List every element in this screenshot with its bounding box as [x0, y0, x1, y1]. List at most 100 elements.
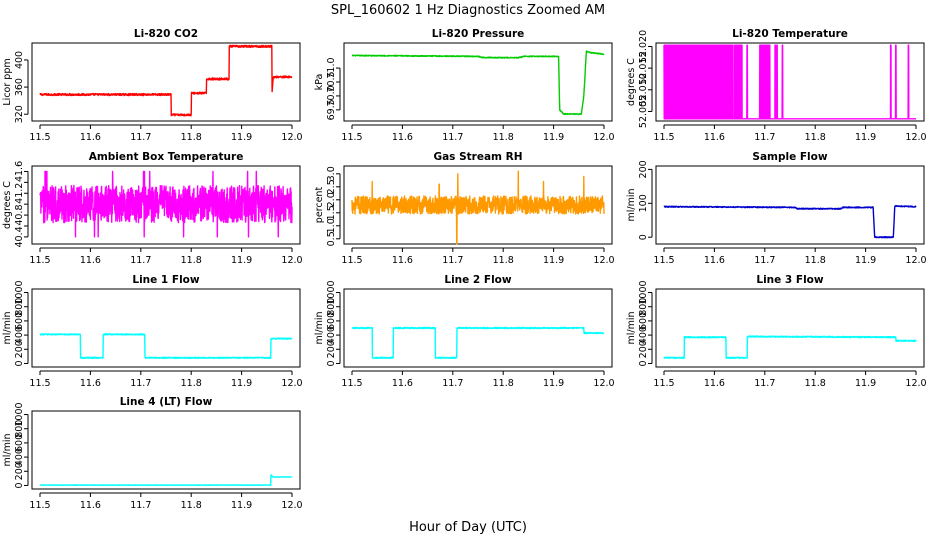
y-tick-label: 52.005: [638, 95, 649, 128]
x-tick-label: 11.9: [543, 132, 564, 143]
panel-gas-rh: Gas Stream RH 11.5 11.6 11.7 11.8 11.9 12.0 0.5…: [314, 151, 615, 266]
y-tick-label: 40.4: [14, 226, 25, 247]
x-tick-label: 12.0: [281, 255, 302, 266]
figure-title: SPL_160602 1 Hz Diagnostics Zoomed AM: [331, 3, 605, 18]
y-tick-label: 360: [14, 78, 25, 96]
panel-title: Li-820 Pressure: [432, 28, 525, 40]
x-tick-label: 11.9: [231, 500, 252, 511]
y-tick-label: 800: [638, 298, 649, 316]
x-tick-label: 11.5: [341, 255, 362, 266]
x-tick-label: 11.6: [80, 132, 101, 143]
y-tick-label: 52.010: [638, 73, 649, 106]
x-tick-label: 11.9: [231, 255, 252, 266]
x-tick-label: 11.7: [130, 500, 151, 511]
y-tick-label: 800: [326, 298, 337, 316]
x-tick-label: 11.8: [181, 132, 202, 143]
y-tick-label: 200: [638, 160, 649, 178]
x-tick-label: 11.7: [442, 378, 463, 389]
series-line: [351, 50, 605, 116]
y-axis-label: ml/min: [626, 188, 637, 221]
x-tick-label: 11.9: [231, 378, 252, 389]
x-tick-label: 11.7: [442, 255, 463, 266]
x-tick-label: 12.0: [593, 378, 614, 389]
x-tick-label: 12.0: [905, 378, 926, 389]
y-tick-label: 69.5: [326, 99, 337, 120]
y-tick-label: 600: [14, 312, 25, 330]
y-tick-label: 70.5: [326, 71, 337, 92]
x-tick-label: 11.7: [130, 132, 151, 143]
x-tick-label: 12.0: [281, 500, 302, 511]
y-tick-label: 600: [14, 434, 25, 452]
y-tick-label: 1.5: [326, 205, 337, 220]
y-axis-label: degrees C: [626, 58, 637, 106]
x-tick-label: 11.9: [855, 132, 876, 143]
x-tick-label: 11.8: [805, 255, 826, 266]
x-tick-label: 11.6: [392, 378, 413, 389]
x-tick-label: 11.8: [181, 378, 202, 389]
plot-frame: [655, 42, 925, 122]
x-tick-label: 11.6: [80, 500, 101, 511]
panel-line1-flow: Line 1 Flow 11.5 11.6 11.7 11.8 11.9 12.0 0 2004…: [2, 274, 303, 389]
panel-co2: Li-820 CO2 11.5 11.6 11.7 11.8 11.9 12.0 320 360…: [2, 28, 303, 143]
plot-frame: [343, 42, 613, 122]
y-tick-label: 0: [326, 360, 337, 366]
x-tick-label: 11.7: [754, 378, 775, 389]
x-tick-label: 11.5: [29, 500, 50, 511]
x-tick-label: 11.6: [392, 132, 413, 143]
x-tick-label: 11.5: [341, 378, 362, 389]
x-tick-label: 11.7: [442, 132, 463, 143]
plot-frame: [655, 165, 925, 245]
x-tick-label: 11.8: [805, 378, 826, 389]
x-tick-label: 11.8: [493, 378, 514, 389]
y-axis-label: kPa: [314, 74, 325, 91]
x-tick-label: 11.8: [493, 132, 514, 143]
series-line: [663, 335, 917, 359]
y-tick-label: 0: [14, 360, 25, 366]
series-line: [39, 474, 293, 486]
plot-frame: [343, 288, 613, 368]
x-tick-label: 11.5: [653, 132, 674, 143]
y-tick-label: 320: [14, 105, 25, 123]
plot-frame: [343, 165, 613, 245]
panel-title: Line 4 (LT) Flow: [120, 396, 213, 408]
y-tick-label: 100: [638, 194, 649, 212]
x-tick-label: 12.0: [593, 255, 614, 266]
y-tick-label: 200: [14, 462, 25, 480]
x-tick-label: 12.0: [593, 132, 614, 143]
x-tick-label: 11.5: [29, 255, 50, 266]
x-axis-title: Hour of Day (UTC): [409, 520, 527, 535]
y-tick-label: 1000: [14, 402, 25, 426]
panel-li820-temperature: Li-820 Temperature 11.5 11.6 11.7 11.8 11.9 12…: [626, 28, 927, 143]
y-tick-label: 600: [326, 312, 337, 330]
y-axis-label: ml/min: [626, 311, 637, 344]
panel-sample-flow: Sample Flow 11.5 11.6 11.7 11.8 11.9 12.0 0 100 2…: [626, 151, 927, 266]
series-line: [39, 44, 293, 117]
panel-title: Li-820 Temperature: [732, 28, 848, 40]
y-tick-label: 41.6: [14, 161, 25, 182]
panel-ambient-temperature: Ambient Box Temperature 11.5 11.6 11.7 11.8 1…: [2, 151, 303, 266]
y-tick-label: 1000: [326, 280, 337, 304]
x-tick-label: 11.5: [29, 378, 50, 389]
x-tick-label: 11.6: [80, 378, 101, 389]
x-tick-label: 11.8: [181, 500, 202, 511]
series-line: [351, 326, 605, 359]
plot-frame: [31, 165, 301, 245]
y-axis-label: percent: [314, 187, 325, 224]
x-tick-label: 11.6: [392, 255, 413, 266]
x-tick-label: 11.6: [80, 255, 101, 266]
y-tick-label: 40.8: [14, 205, 25, 226]
panel-title: Sample Flow: [752, 151, 827, 163]
y-tick-label: 41.2: [14, 183, 25, 204]
plot-frame: [31, 288, 301, 368]
y-tick-label: 400: [14, 51, 25, 69]
series-line: [39, 333, 293, 359]
x-tick-label: 11.9: [231, 132, 252, 143]
panel-pressure: Li-820 Pressure 11.5 11.6 11.7 11.8 11.9 12.0 6…: [314, 28, 615, 143]
x-tick-label: 11.7: [754, 132, 775, 143]
x-tick-label: 11.6: [704, 378, 725, 389]
series-line: [663, 44, 917, 120]
panel-title: Ambient Box Temperature: [89, 151, 244, 163]
x-tick-label: 11.6: [704, 132, 725, 143]
x-tick-label: 11.9: [543, 378, 564, 389]
